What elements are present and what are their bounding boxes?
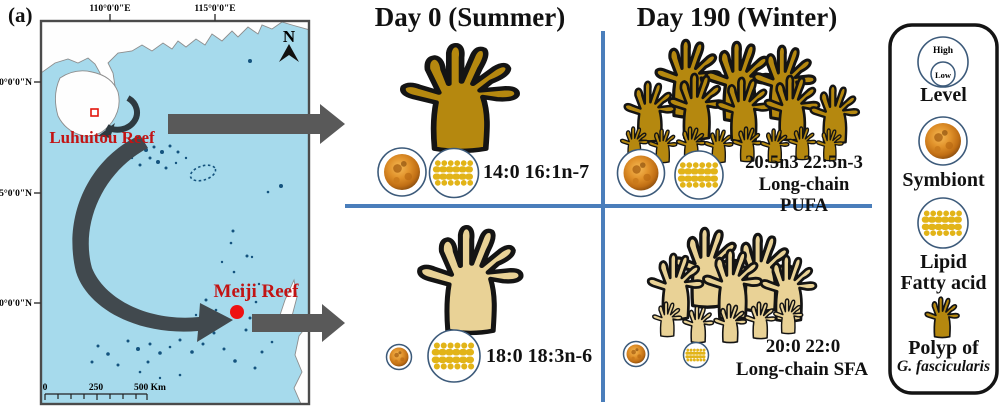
graticule-ticks — [34, 14, 216, 304]
legend-symbiont-label: Symbiont — [902, 169, 985, 191]
quadrant-luhuitou-day0 — [377, 45, 517, 199]
quadrant-meiji-day190-icons — [622, 340, 710, 369]
map-frame — [39, 19, 311, 406]
level-icon: High Low — [917, 36, 969, 88]
luhuitou-label: Luhuitou Reef — [49, 128, 155, 147]
lat-label-20n: 20°0'0"N — [0, 77, 32, 88]
level-low-label: Low — [935, 70, 952, 80]
symbiont-icon — [626, 344, 646, 364]
quadrant-luhuitou-day190-icons — [616, 148, 724, 200]
legend-species-label: G. fascicularis — [897, 358, 990, 375]
polyp-single-dark — [403, 45, 517, 151]
scale-250: 250 — [89, 383, 104, 393]
symbiont-icon — [389, 347, 409, 367]
lipid-circle-large — [428, 147, 480, 199]
symbiont-icon — [384, 154, 420, 190]
scale-0: 0 — [43, 383, 48, 393]
svg-text:N: N — [283, 27, 296, 46]
compass-north-icon: N — [279, 27, 299, 62]
column-title-day0: Day 0 (Summer) — [374, 2, 566, 32]
meiji-marker — [230, 305, 244, 319]
lipid-circle-large — [674, 150, 724, 200]
legend-fatty-acid-label: Fatty acid — [900, 272, 987, 294]
fatty-acids-meiji-day0: 18:0 18:3n-6 — [486, 345, 593, 367]
islands — [90, 59, 283, 380]
arrow-meiji-to-panels — [252, 304, 345, 342]
lon-label-110e: 110°0'0"E — [89, 3, 130, 14]
figure-panel-label: (a) — [8, 3, 33, 27]
meiji-label: Meiji Reef — [214, 281, 300, 302]
lon-label-115e: 115°0'0"E — [194, 3, 235, 14]
fatty-acids-meiji-day190-line2: Long-chain SFA — [735, 359, 869, 380]
land-southeast — [293, 322, 309, 404]
legend-lipid-label: Lipid — [920, 251, 967, 273]
lat-label-15n: 15°0'0"N — [0, 188, 32, 199]
luhuitou-marker — [90, 108, 99, 117]
scale-500km: 500 Km — [134, 383, 166, 393]
polyp-single-pale — [420, 227, 521, 333]
quadrant-meiji-day0 — [385, 227, 522, 383]
scale-bar: 0 250 500 Km — [43, 383, 166, 400]
symbiont-icon — [623, 155, 659, 191]
land-hainan — [55, 70, 120, 137]
lipid-circle-large — [427, 329, 481, 383]
fatty-acids-luhuitou-day0: 14:0 16:1n-7 — [483, 161, 590, 183]
map: 110°0'0"E 115°0'0"E 20°0'0"N 15°0'0"N 10… — [0, 3, 311, 406]
column-title-day190: Day 190 (Winter) — [636, 2, 838, 32]
land-mainland — [41, 21, 309, 95]
fatty-acids-luhuitou-day190-line1: 20:5n3 22:5n-3 — [745, 153, 863, 173]
loop-arrow-icon — [98, 95, 140, 138]
fatty-acids-luhuitou-day190-line2: Long-chain PUFA — [758, 175, 850, 217]
arrow-luhuitou-to-panels — [168, 104, 345, 144]
level-high-label: High — [933, 46, 954, 56]
legend-lipid-icon — [917, 197, 969, 249]
quadrant-luhuitou-day190 — [619, 38, 861, 164]
lat-label-10n: 10°0'0"N — [0, 298, 32, 309]
quadrant-meiji-day190 — [646, 226, 818, 344]
legend-polyp-of-label: Polyp of — [908, 337, 979, 359]
lipid-circle-small — [682, 341, 710, 369]
legend-level-label: Level — [920, 84, 967, 106]
atoll-outline — [189, 164, 217, 182]
fatty-acids-meiji-day190-line1: 20:0 22:0 — [765, 336, 841, 357]
legend-symbiont-icon — [918, 116, 968, 166]
migration-arrow — [72, 135, 233, 342]
legend: High Low — [888, 23, 999, 395]
